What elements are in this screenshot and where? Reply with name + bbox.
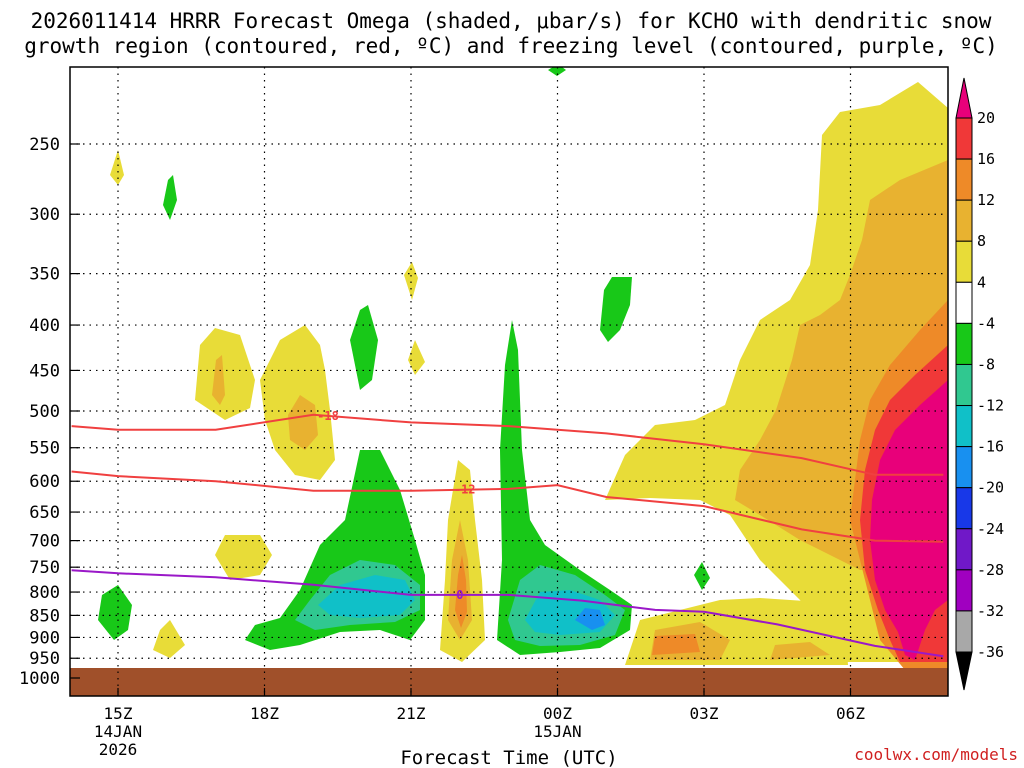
omega-shade-yellow-blob-e [110,150,124,185]
ytick-label: 700 [29,532,60,552]
ytick-label: 750 [29,558,60,578]
colorbar-label: -12 [977,397,1004,415]
omega-shade-yellow-blob-d [153,620,185,658]
xtick-label: 18Z [250,704,279,723]
grid-lines [70,67,948,696]
ytick-label: 500 [29,402,60,422]
colorbar-label: -32 [977,602,1004,620]
contour-line-1 [71,413,944,476]
colorbar-label: -28 [977,561,1004,579]
colorbar-swatch [955,569,973,612]
colorbar-swatch [955,487,973,530]
contour-label: 0 [456,588,463,602]
ytick-label: 900 [29,628,60,648]
omega-shade-green-blob-a [98,585,132,640]
colorbar-swatch [955,446,973,489]
ytick-label: 400 [29,316,60,336]
omega-shade-green-blob-d [600,277,632,342]
omega-shade-green-blob-f [548,67,566,76]
omega-shade-yellow-blob-a [195,328,255,420]
omega-shade-blue-center [575,608,605,630]
ytick-label: 550 [29,439,60,459]
colorbar-swatch [955,281,973,324]
contour-label: -18 [317,409,339,423]
chart-title-line2: growth region (contoured, red, ºC) and f… [24,34,998,58]
colorbar-label: -4 [977,314,995,332]
omega-shade-green-center [497,320,632,655]
credit-text: coolwx.com/models [854,745,1018,764]
omega-shade-green-blob-e [694,562,710,590]
plot-frame [69,66,949,697]
colorbar-label: 20 [977,109,995,127]
omega-shade-yellow-orange-blob [288,395,318,450]
y-axis-pressure-ticks: 2503003504004505005506006507007508008509… [19,135,80,689]
colorbar-top-arrow [955,77,973,119]
colorbar-label: 4 [977,273,986,291]
colorbar-bottom-arrow [955,651,973,691]
xtick-label: 03Z [690,704,719,723]
omega-shade-yellow-blob-c [215,535,272,580]
colorbar-label: -36 [977,643,1004,661]
ytick-label: 350 [29,265,60,285]
contour-line-2 [71,470,944,543]
ytick-label: 650 [29,503,60,523]
ytick-label: 600 [29,472,60,492]
ground-surface [70,668,948,696]
contour-line-3 [71,569,944,658]
xtick-date-label: 14JAN [94,722,142,741]
omega-shade-darkorange-low [652,634,700,655]
colorbar: 20 16 12 8 4 -4 -8 -12 -16 -20 -24 -28 -32 -36 [955,77,1004,691]
colorbar-swatch [955,158,973,201]
colorbar-label: 16 [977,150,995,168]
ytick-label: 250 [29,135,60,155]
omega-shade-orange-low2 [770,642,830,660]
colorbar-swatch [955,405,973,448]
colorbar-label: 8 [977,232,986,250]
colorbar-swatch [955,117,973,160]
omega-shade-green-blob-c [350,305,378,390]
ytick-label: 300 [29,205,60,225]
colorbar-label: -16 [977,438,1004,456]
omega-shade-green-blob-b [163,175,177,220]
contour-label: -12 [454,483,476,497]
colorbar-swatch [955,363,973,407]
colorbar-swatch [955,610,973,653]
ytick-label: 450 [29,361,60,381]
colorbar-label: -24 [977,520,1004,538]
shaded-omega-field [98,67,948,670]
omega-shade-yellow-blob-f [404,262,418,300]
ytick-label: 850 [29,606,60,626]
ytick-label: 800 [29,583,60,603]
colorbar-swatch [955,322,973,365]
xtick-year-label: 2026 [99,740,138,759]
xtick-label: 06Z [836,704,865,723]
contour-series: -18 -12 0 [71,409,944,658]
omega-shade-orange-blob-a [212,355,225,405]
colorbar-label: -20 [977,479,1004,497]
colorbar-label: 12 [977,191,995,209]
colorbar-swatch [955,240,973,283]
omega-shade-yellow-blob-g [408,340,425,375]
colorbar-label: -8 [977,355,995,373]
ytick-label: 1000 [19,669,60,689]
xtick-date-label: 15JAN [533,722,581,741]
omega-shade-pink [870,380,948,660]
xtick-label: 21Z [397,704,426,723]
x-axis-label: Forecast Time (UTC) [400,747,617,768]
omega-shade-cyan-left [318,575,415,618]
colorbar-swatch [955,199,973,242]
ytick-label: 950 [29,649,60,669]
colorbar-swatch [955,528,973,571]
xtick-label: 15Z [104,704,133,723]
xtick-label: 00Z [543,704,572,723]
chart-title-line1: 2026011414 HRRR Forecast Omega (shaded, … [31,9,992,33]
